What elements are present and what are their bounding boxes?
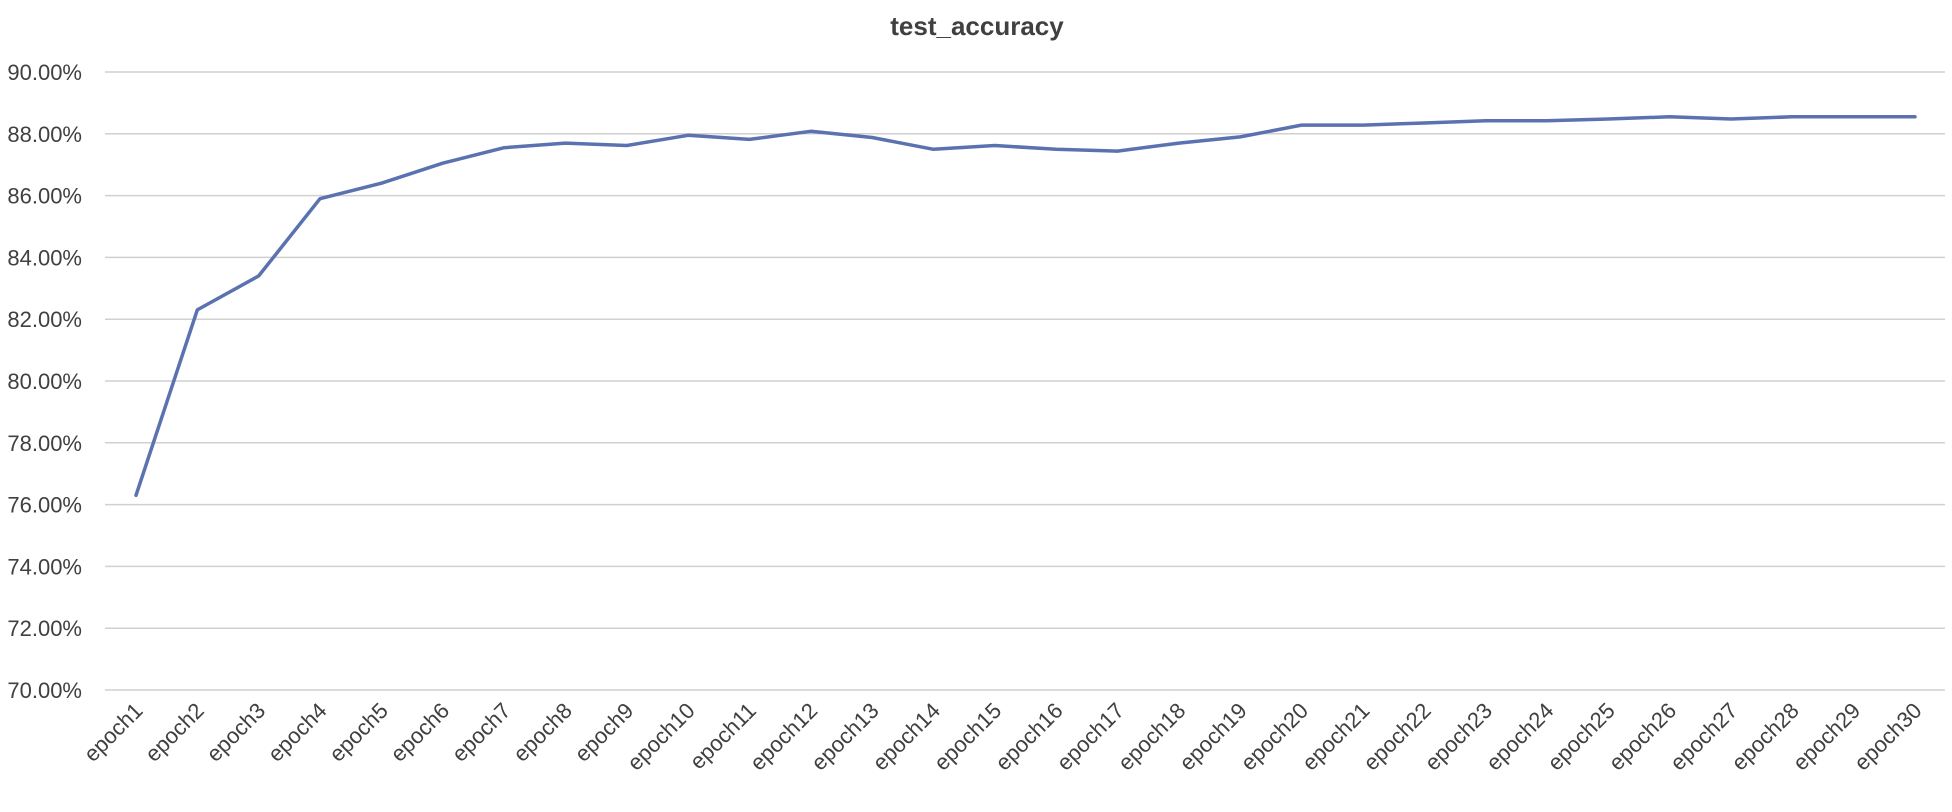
y-tick-label: 90.00% [7,60,82,85]
x-tick-label: epoch21 [1297,698,1374,775]
y-tick-label: 76.00% [7,493,82,518]
y-tick-label: 70.00% [7,678,82,703]
x-tick-label: epoch25 [1542,698,1619,775]
y-tick-label: 82.00% [7,307,82,332]
x-tick-label: epoch17 [1052,698,1129,775]
y-tick-label: 86.00% [7,184,82,209]
x-tick-label: epoch19 [1174,698,1251,775]
series-line [134,115,1917,498]
y-tick-label: 80.00% [7,369,82,394]
chart-title: test_accuracy [890,11,1064,41]
y-tick-label: 72.00% [7,616,82,641]
series-group [134,115,1917,498]
x-tick-label: epoch4 [263,698,332,767]
x-tick-label: epoch20 [1236,698,1313,775]
x-tick-label: epoch6 [386,698,455,767]
x-tick-label: epoch24 [1481,698,1558,775]
x-tick-label: epoch22 [1358,698,1435,775]
x-tick-label: epoch5 [324,698,393,767]
x-tick-label: epoch10 [622,698,699,775]
x-tick-label: epoch23 [1420,698,1497,775]
x-tick-label: epoch15 [929,698,1006,775]
x-tick-label: epoch7 [447,698,516,767]
x-tick-label: epoch28 [1726,698,1803,775]
y-tick-label: 74.00% [7,554,82,579]
x-tick-label: epoch13 [806,698,883,775]
x-tick-label: epoch2 [140,698,209,767]
x-tick-label: epoch18 [1113,698,1190,775]
x-axis: epoch1epoch2epoch3epoch4epoch5epoch6epoc… [79,698,1927,775]
x-tick-label: epoch3 [202,698,271,767]
x-tick-label: epoch29 [1788,698,1865,775]
gridlines [105,71,1945,691]
x-tick-label: epoch26 [1604,698,1681,775]
x-tick-label: epoch8 [508,698,577,767]
x-tick-label: epoch16 [990,698,1067,775]
x-tick-label: epoch1 [79,698,148,767]
x-tick-label: epoch12 [745,698,822,775]
x-tick-label: epoch14 [868,698,945,775]
y-tick-label: 84.00% [7,245,82,270]
y-tick-label: 78.00% [7,431,82,456]
y-axis: 70.00% 72.00% 74.00% 76.00% 78.00% 80.00% 82.0… [7,60,82,703]
x-tick-label: epoch27 [1665,698,1742,775]
y-tick-label: 88.00% [7,122,82,147]
x-tick-label: epoch30 [1849,698,1926,775]
